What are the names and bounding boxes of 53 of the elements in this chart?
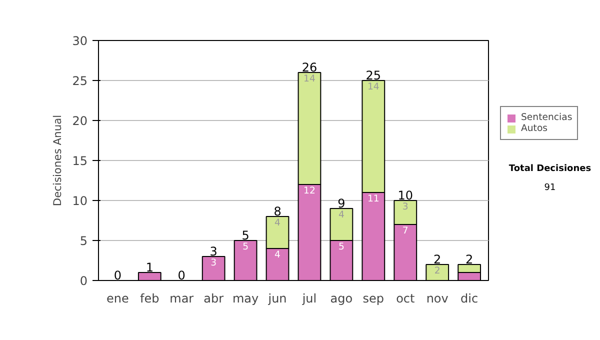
y-axis-title: Decisiones Anual: [51, 114, 64, 206]
y-tick-label: 5: [80, 234, 88, 248]
total-label: 3: [210, 244, 218, 258]
total-label: 0: [114, 268, 122, 282]
data-label: 4: [338, 210, 344, 220]
bar: [234, 240, 258, 280]
total-label: 10: [398, 188, 414, 202]
x-tick-label: jul: [301, 292, 317, 306]
data-label: 14: [304, 74, 316, 84]
total-label: 25: [366, 68, 382, 82]
y-tick-label: 20: [72, 114, 88, 128]
data-label: 12: [304, 186, 316, 196]
bar: [202, 256, 226, 280]
data-label: 2: [434, 266, 440, 276]
data-label: 5: [242, 242, 249, 252]
x-tick-label: oct: [396, 292, 415, 306]
text: Total Decisiones: [508, 163, 592, 176]
bar: [426, 264, 450, 280]
data-label: 4: [274, 250, 281, 260]
x-tick-label: mar: [170, 292, 194, 306]
x-tick-label: jun: [267, 292, 287, 306]
data-label: 14: [367, 82, 380, 92]
y-tick-label: 30: [72, 34, 88, 48]
total-label: 0: [178, 268, 186, 282]
data-label: 5: [338, 242, 344, 252]
x-tick-label: may: [232, 292, 259, 306]
x-tick-label: ene: [106, 292, 129, 306]
total-label: 1: [146, 260, 154, 274]
total-label: 2: [434, 252, 442, 266]
x-tick-label: nov: [426, 292, 448, 306]
y-tick-label: 0: [80, 274, 88, 288]
data-label: 11: [367, 194, 380, 204]
total-label: 2: [466, 252, 474, 266]
data-label: 4: [274, 218, 281, 228]
x-tick-label: dic: [460, 292, 478, 306]
y-tick-label: 25: [72, 74, 88, 88]
data-label: 3: [402, 202, 408, 212]
x-tick-label: feb: [140, 292, 160, 306]
total-label: 9: [338, 196, 346, 210]
x-tick-label: sep: [362, 292, 384, 306]
data-label: 3: [210, 258, 217, 268]
y-tick-label: 15: [72, 154, 88, 168]
x-tick-label: ago: [330, 292, 353, 306]
legend-label: Autos: [521, 123, 548, 134]
total-label: 8: [274, 204, 282, 218]
total-label: 5: [242, 228, 250, 242]
x-tick-label: abr: [204, 292, 224, 306]
text: 91: [543, 182, 557, 195]
bar: [138, 272, 162, 280]
y-tick-label: 10: [72, 194, 88, 208]
data-label: 7: [402, 226, 408, 236]
legend-label: Sentencias: [521, 112, 572, 123]
total-label: 26: [302, 60, 318, 74]
